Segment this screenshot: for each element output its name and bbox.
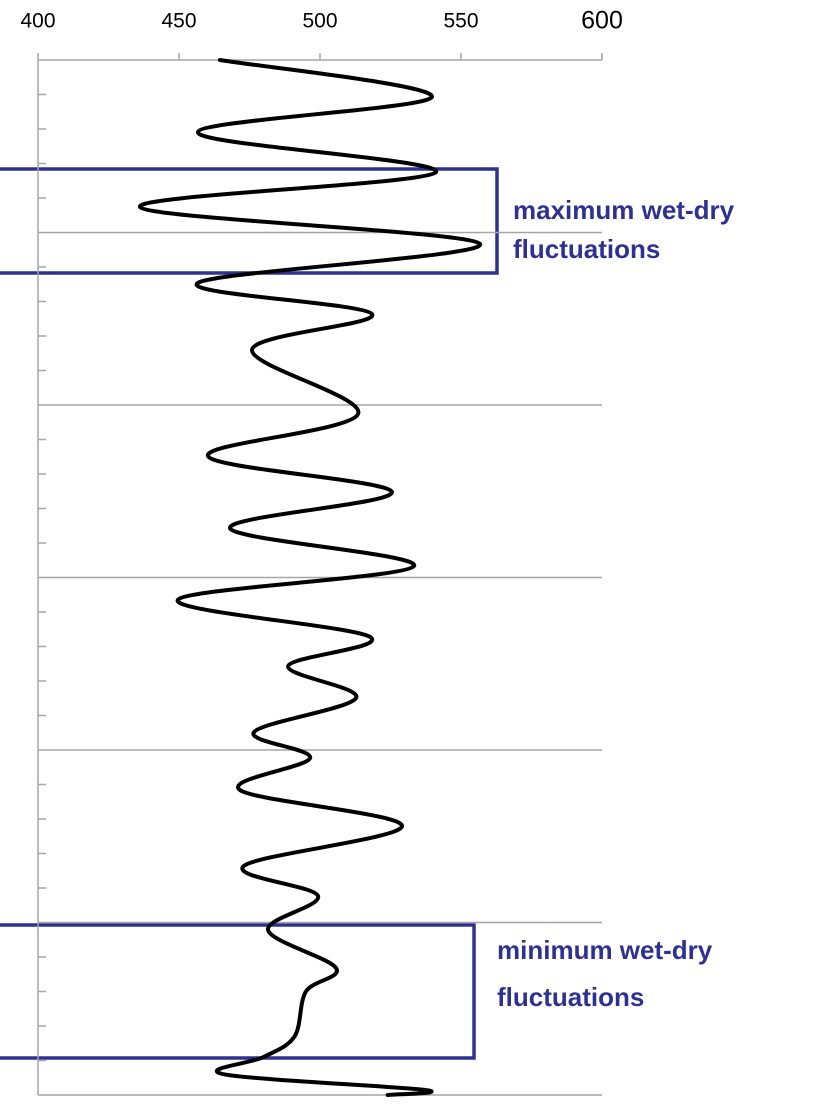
- highlight-box: [0, 923, 476, 1060]
- x-tick-label: 400: [20, 10, 55, 33]
- x-tick-label: 500: [302, 10, 337, 33]
- annotation: minimum wet-dry: [497, 935, 713, 965]
- data-line: [138, 58, 482, 1097]
- annotation: maximum wet-dry: [513, 195, 735, 225]
- x-tick-label: 550: [443, 10, 478, 33]
- annotation: fluctuations: [513, 234, 660, 264]
- x-tick-label: 450: [161, 10, 196, 33]
- annotation: fluctuations: [497, 982, 644, 1012]
- x-tick-label: 600: [581, 7, 623, 35]
